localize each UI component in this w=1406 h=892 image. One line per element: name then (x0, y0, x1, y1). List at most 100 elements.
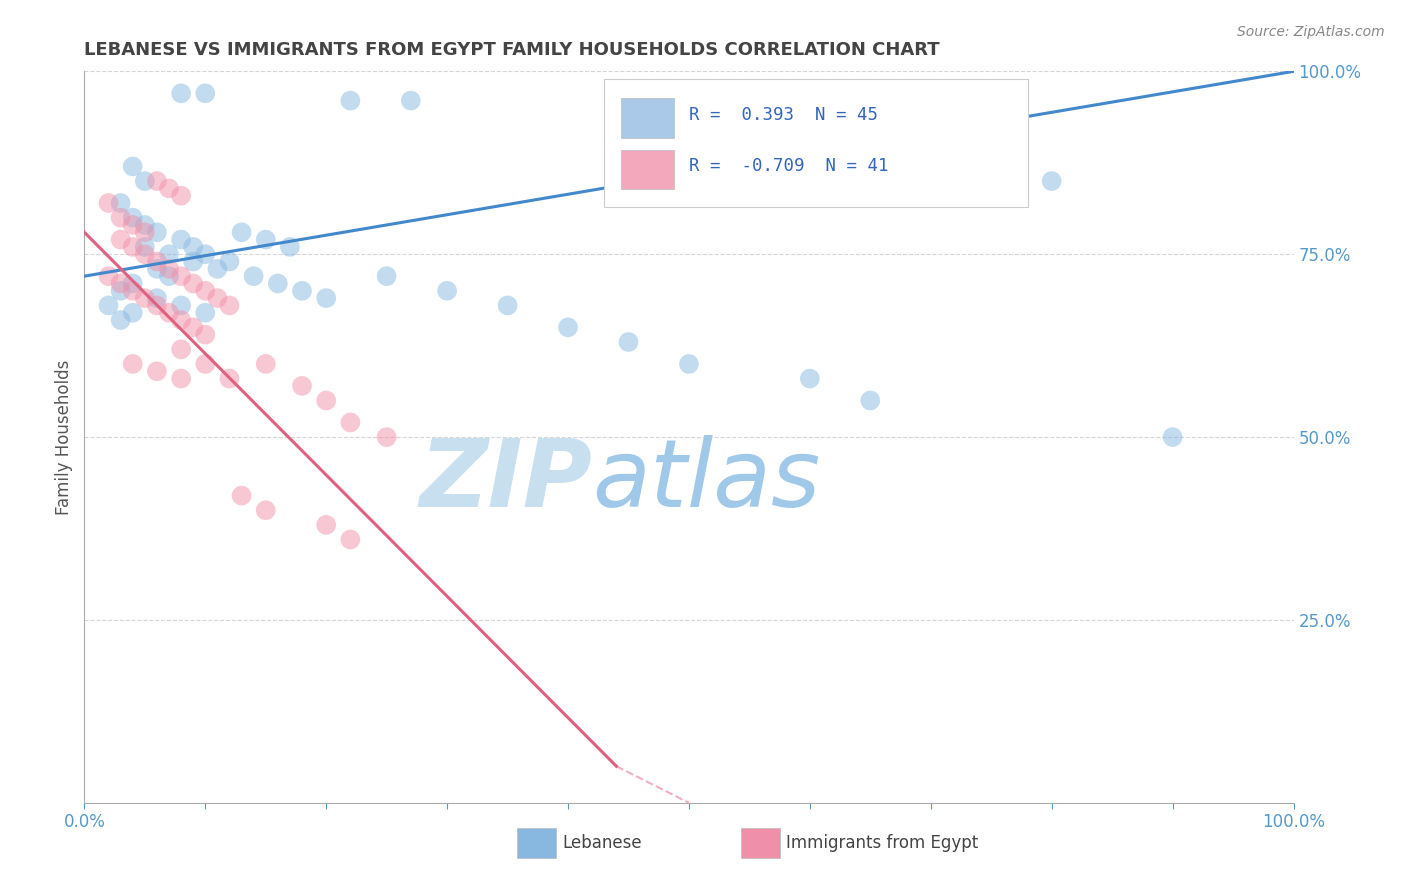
Point (291, 284, 314, 298)
Point (146, 364, 169, 378)
Point (121, 277, 143, 291)
Point (375, 269, 398, 284)
Point (170, 371, 193, 385)
Point (97, 298, 120, 312)
Point (231, 225, 253, 239)
Text: atlas: atlas (592, 435, 821, 526)
Point (146, 298, 169, 312)
Point (110, 196, 132, 211)
Point (267, 277, 290, 291)
Point (146, 225, 169, 239)
Point (121, 240, 143, 254)
Point (339, 94, 361, 108)
Text: Immigrants from Egypt: Immigrants from Egypt (786, 834, 979, 852)
Point (799, 371, 821, 385)
Point (134, 247, 156, 261)
Point (134, 225, 156, 239)
Point (1161, 430, 1184, 444)
Point (496, 298, 519, 312)
Point (242, 269, 264, 284)
Point (97, 269, 120, 284)
Text: LEBANESE VS IMMIGRANTS FROM EGYPT FAMILY HOUSEHOLDS CORRELATION CHART: LEBANESE VS IMMIGRANTS FROM EGYPT FAMILY… (84, 41, 941, 59)
Point (617, 334, 640, 349)
Point (134, 174, 156, 188)
Point (194, 284, 217, 298)
Point (157, 247, 180, 261)
Point (121, 160, 143, 174)
Point (146, 261, 169, 276)
Point (146, 254, 169, 268)
Point (110, 233, 132, 247)
Point (170, 233, 193, 247)
Point (436, 284, 458, 298)
Point (110, 284, 132, 298)
Point (207, 261, 229, 276)
Point (170, 313, 193, 327)
Point (207, 291, 229, 305)
Point (146, 291, 169, 305)
FancyBboxPatch shape (621, 150, 675, 189)
Point (315, 517, 337, 532)
Point (678, 357, 700, 371)
Point (254, 503, 277, 517)
Point (121, 284, 143, 298)
Point (194, 306, 217, 320)
Point (181, 277, 204, 291)
Point (315, 393, 337, 408)
Point (1040, 174, 1063, 188)
Point (194, 327, 217, 342)
Point (278, 240, 301, 254)
Text: Source: ZipAtlas.com: Source: ZipAtlas.com (1237, 25, 1385, 39)
Point (315, 291, 337, 305)
Point (157, 306, 180, 320)
Point (157, 181, 180, 195)
Y-axis label: Family Households: Family Households (55, 359, 73, 515)
Point (170, 87, 193, 101)
Point (181, 240, 204, 254)
Point (110, 277, 132, 291)
Point (194, 87, 217, 101)
Text: R =  0.393  N = 45: R = 0.393 N = 45 (689, 106, 877, 124)
Point (157, 269, 180, 284)
Point (170, 298, 193, 312)
Point (218, 254, 240, 268)
Point (134, 240, 156, 254)
Point (170, 269, 193, 284)
Point (218, 371, 240, 385)
Point (254, 357, 277, 371)
FancyBboxPatch shape (741, 829, 780, 858)
FancyBboxPatch shape (621, 98, 675, 138)
Point (194, 357, 217, 371)
Point (231, 489, 253, 503)
Point (134, 218, 156, 232)
Point (399, 94, 422, 108)
Point (110, 211, 132, 225)
Point (557, 320, 579, 334)
Text: ZIP: ZIP (419, 435, 592, 527)
Point (146, 174, 169, 188)
Point (170, 343, 193, 357)
Point (218, 298, 240, 312)
Point (181, 320, 204, 334)
Point (110, 313, 132, 327)
Point (121, 211, 143, 225)
Point (121, 218, 143, 232)
FancyBboxPatch shape (517, 829, 555, 858)
Point (254, 233, 277, 247)
Point (194, 247, 217, 261)
Text: R =  -0.709  N = 41: R = -0.709 N = 41 (689, 158, 889, 176)
Point (157, 261, 180, 276)
Point (121, 357, 143, 371)
FancyBboxPatch shape (605, 78, 1028, 207)
Point (291, 379, 314, 393)
Point (339, 533, 361, 547)
Point (170, 188, 193, 202)
Point (181, 254, 204, 268)
Point (375, 430, 398, 444)
Point (134, 291, 156, 305)
Point (97, 196, 120, 211)
Point (859, 393, 882, 408)
Point (121, 306, 143, 320)
Point (339, 416, 361, 430)
Text: Lebanese: Lebanese (562, 834, 641, 852)
